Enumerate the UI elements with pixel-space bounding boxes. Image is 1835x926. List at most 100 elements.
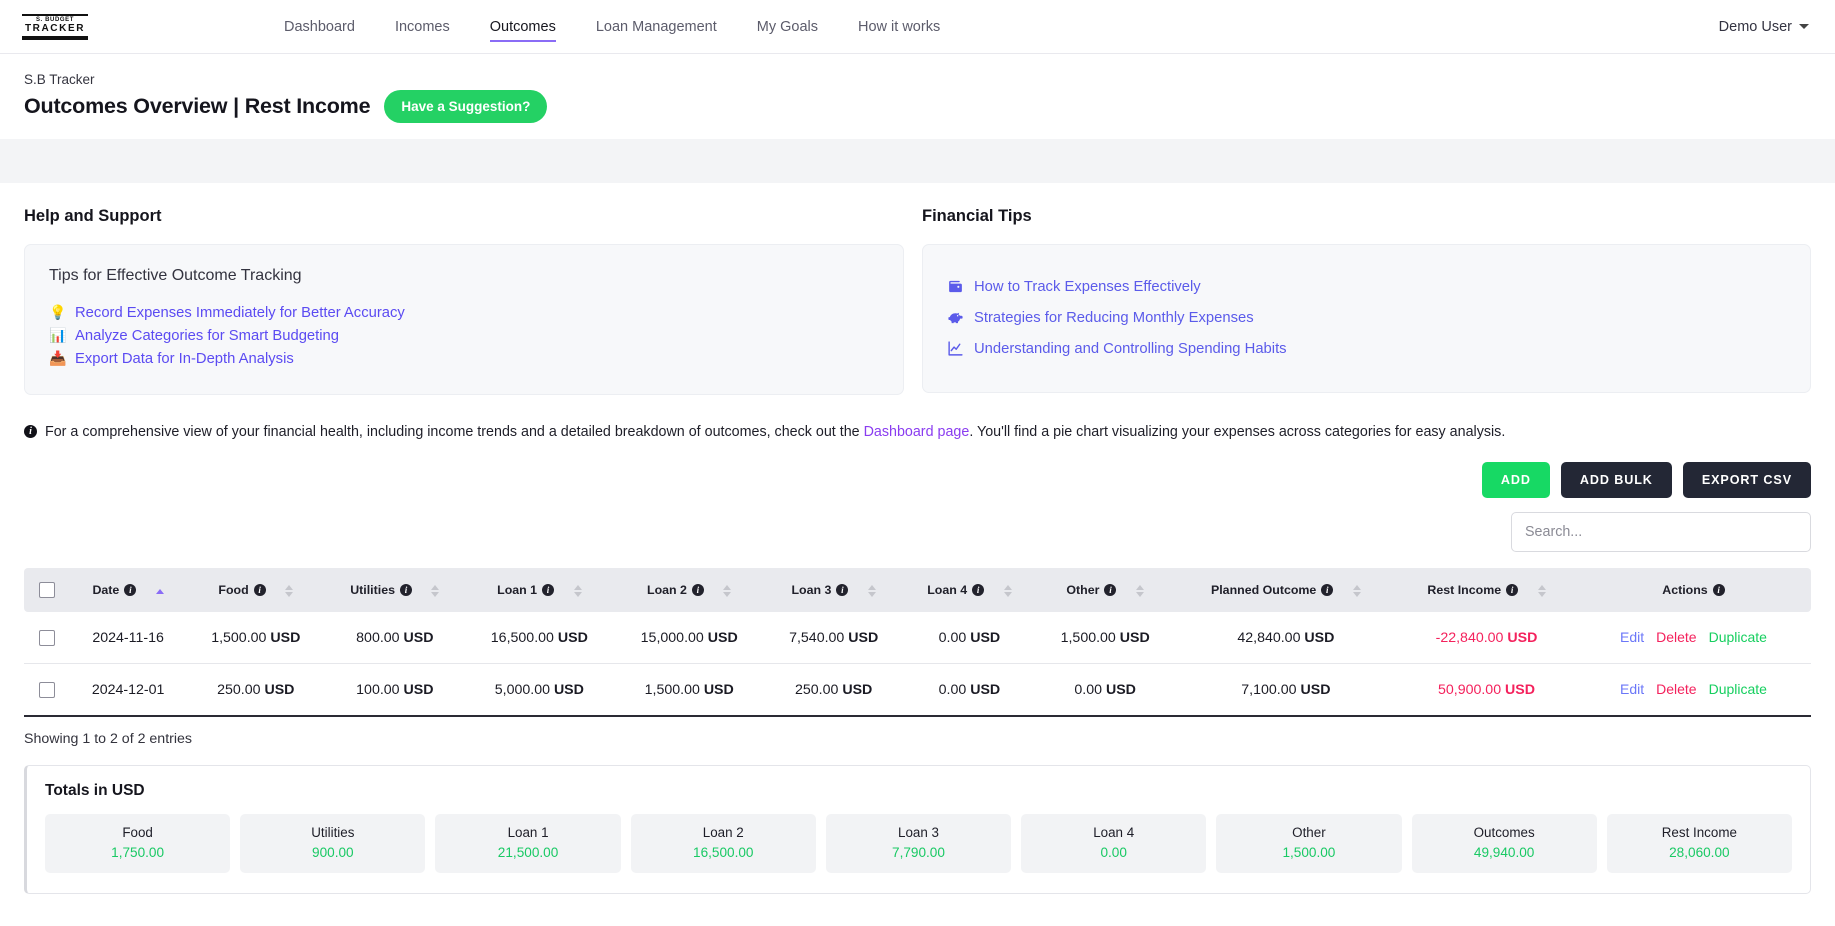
column-planned-outcome[interactable]: Planned Outcome i bbox=[1174, 568, 1398, 613]
duplicate-link[interactable]: Duplicate bbox=[1708, 629, 1767, 646]
cell-other: 1,500.00 USD bbox=[1035, 612, 1175, 665]
breadcrumb: S.B Tracker bbox=[24, 72, 95, 87]
table-header-row: Date i Food i Utilities i bbox=[24, 568, 1811, 613]
cell-date: 2024-11-16 bbox=[70, 612, 187, 665]
table-row: 2024-12-01 250.00 USD 100.00 USD 5,000.0… bbox=[24, 663, 1811, 718]
nav-link-how-it-works[interactable]: How it works bbox=[858, 18, 941, 35]
row-select-cell[interactable] bbox=[24, 663, 70, 718]
help-and-tips-row: Help and Support Tips for Effective Outc… bbox=[0, 183, 1835, 395]
sort-toggle-food[interactable] bbox=[285, 585, 294, 598]
delete-link[interactable]: Delete bbox=[1656, 681, 1697, 698]
search-input[interactable] bbox=[1511, 512, 1811, 553]
currency-label: USD bbox=[970, 681, 1001, 698]
currency-label: USD bbox=[1507, 629, 1538, 646]
column-food[interactable]: Food i bbox=[186, 568, 326, 613]
page-header: S.B Tracker Outcomes Overview | Rest Inc… bbox=[0, 54, 1835, 139]
column-other[interactable]: Other i bbox=[1035, 568, 1175, 613]
tip-link-export-data[interactable]: 📥 Export Data for In-Depth Analysis bbox=[49, 347, 879, 370]
export-csv-button[interactable]: EXPORT CSV bbox=[1682, 462, 1811, 499]
cell-loan-1: 5,000.00 USD bbox=[464, 663, 615, 718]
amount: 5,000.00 bbox=[494, 681, 550, 698]
info-icon[interactable]: i bbox=[399, 584, 412, 597]
total-value: 16,500.00 bbox=[693, 845, 754, 861]
add-bulk-button[interactable]: ADD BULK bbox=[1560, 462, 1672, 499]
column-select-all[interactable] bbox=[24, 568, 70, 613]
total-label: Loan 1 bbox=[507, 825, 549, 841]
nav-link-dashboard[interactable]: Dashboard bbox=[284, 18, 355, 35]
total-outcomes: Outcomes 49,940.00 bbox=[1411, 814, 1597, 874]
edit-link[interactable]: Edit bbox=[1619, 681, 1645, 698]
sort-desc-icon bbox=[723, 592, 732, 598]
financial-tip-spending-habits[interactable]: Understanding and Controlling Spending H… bbox=[947, 333, 1786, 364]
row-checkbox[interactable] bbox=[39, 629, 55, 646]
delete-link[interactable]: Delete bbox=[1656, 629, 1697, 646]
nav-link-my-goals[interactable]: My Goals bbox=[756, 18, 819, 35]
tip-link-record-expenses[interactable]: 💡 Record Expenses Immediately for Better… bbox=[49, 301, 879, 324]
app-logo[interactable]: S. BUDGET TRACKER bbox=[22, 13, 88, 40]
amount: 42,840.00 bbox=[1237, 629, 1301, 646]
financial-tip-track-expenses[interactable]: How to Track Expenses Effectively bbox=[947, 271, 1786, 302]
user-menu-label: Demo User bbox=[1718, 18, 1792, 35]
financial-tips-panel: How to Track Expenses Effectively Strate… bbox=[922, 244, 1811, 393]
sort-toggle-loan-4[interactable] bbox=[1003, 585, 1012, 598]
column-label: Planned Outcome bbox=[1210, 583, 1317, 598]
info-icon[interactable]: i bbox=[253, 584, 266, 597]
total-loan-3: Loan 3 7,790.00 bbox=[825, 814, 1012, 874]
total-value: 7,790.00 bbox=[892, 845, 945, 861]
column-rest-income[interactable]: Rest Income i bbox=[1397, 568, 1576, 613]
column-loan-1[interactable]: Loan 1 i bbox=[464, 568, 615, 613]
column-date[interactable]: Date i bbox=[70, 568, 187, 613]
sort-toggle-rest-income[interactable] bbox=[1537, 585, 1546, 598]
info-icon[interactable]: i bbox=[972, 584, 985, 597]
edit-link[interactable]: Edit bbox=[1619, 629, 1645, 646]
column-label: Rest Income bbox=[1427, 583, 1502, 598]
sort-toggle-other[interactable] bbox=[1135, 585, 1144, 598]
column-utilities[interactable]: Utilities i bbox=[325, 568, 465, 613]
info-icon[interactable]: i bbox=[691, 584, 704, 597]
info-icon[interactable]: i bbox=[1506, 584, 1519, 597]
cell-loan-4: 0.00 USD bbox=[903, 612, 1036, 665]
sort-toggle-utilities[interactable] bbox=[431, 585, 440, 598]
sort-asc-icon bbox=[431, 585, 440, 591]
total-value: 1,750.00 bbox=[111, 845, 165, 861]
row-select-cell[interactable] bbox=[24, 612, 70, 665]
nav-link-loan-management[interactable]: Loan Management bbox=[595, 18, 717, 35]
info-icon[interactable]: i bbox=[542, 584, 555, 597]
tip-link-analyze-categories[interactable]: 📊 Analyze Categories for Smart Budgeting bbox=[49, 324, 879, 347]
info-icon[interactable]: i bbox=[1104, 584, 1117, 597]
currency-label: USD bbox=[1119, 629, 1150, 646]
sort-toggle-loan-2[interactable] bbox=[723, 585, 732, 598]
sort-asc-icon bbox=[1135, 585, 1144, 591]
sort-asc-icon bbox=[155, 588, 164, 594]
column-label: Loan 1 bbox=[497, 583, 538, 598]
sort-toggle-loan-3[interactable] bbox=[867, 585, 876, 598]
sort-toggle-planned-outcome[interactable] bbox=[1352, 585, 1361, 598]
totals-card: Totals in USD Food 1,750.00 Utilities 90… bbox=[24, 765, 1811, 895]
sort-toggle-date[interactable] bbox=[155, 588, 164, 594]
dashboard-page-link[interactable]: Dashboard page bbox=[863, 424, 970, 440]
have-a-suggestion-button[interactable]: Have a Suggestion? bbox=[384, 90, 548, 123]
total-label: Loan 4 bbox=[1093, 825, 1135, 841]
column-loan-2[interactable]: Loan 2 i bbox=[614, 568, 765, 613]
info-icon[interactable]: i bbox=[124, 584, 137, 597]
sort-desc-icon bbox=[285, 592, 294, 598]
sort-toggle-loan-1[interactable] bbox=[573, 585, 582, 598]
financial-tip-reduce-expenses[interactable]: Strategies for Reducing Monthly Expenses bbox=[947, 302, 1786, 333]
outcomes-table-wrap: Date i Food i Utilities i bbox=[0, 552, 1835, 718]
column-loan-3[interactable]: Loan 3 i bbox=[764, 568, 904, 613]
table-head: Date i Food i Utilities i bbox=[24, 568, 1811, 613]
info-icon[interactable]: i bbox=[1321, 584, 1334, 597]
currency-label: USD bbox=[270, 629, 301, 646]
cell-loan-3: 7,540.00 USD bbox=[764, 612, 904, 665]
add-button[interactable]: ADD bbox=[1481, 462, 1550, 499]
column-loan-4[interactable]: Loan 4 i bbox=[903, 568, 1036, 613]
select-all-checkbox[interactable] bbox=[39, 582, 55, 599]
cell-food: 250.00 USD bbox=[186, 663, 326, 718]
user-menu[interactable]: Demo User bbox=[1719, 19, 1809, 35]
info-icon[interactable]: i bbox=[836, 584, 849, 597]
row-checkbox[interactable] bbox=[39, 681, 55, 698]
nav-link-outcomes[interactable]: Outcomes bbox=[470, 3, 576, 51]
info-icon[interactable]: i bbox=[1712, 584, 1725, 597]
duplicate-link[interactable]: Duplicate bbox=[1708, 681, 1767, 698]
nav-link-incomes[interactable]: Incomes bbox=[394, 18, 450, 35]
